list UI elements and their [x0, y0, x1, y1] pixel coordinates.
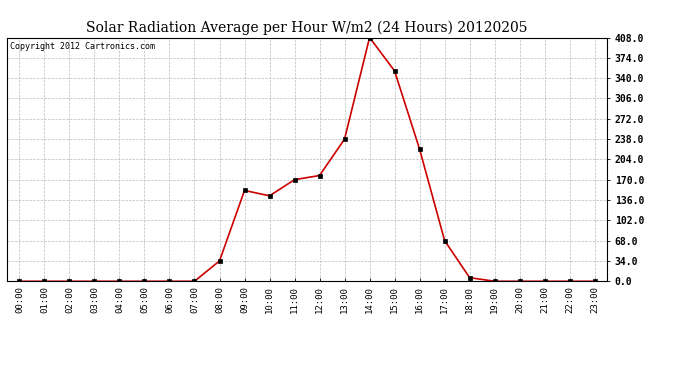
Title: Solar Radiation Average per Hour W/m2 (24 Hours) 20120205: Solar Radiation Average per Hour W/m2 (2…: [86, 21, 528, 35]
Text: Copyright 2012 Cartronics.com: Copyright 2012 Cartronics.com: [10, 42, 155, 51]
